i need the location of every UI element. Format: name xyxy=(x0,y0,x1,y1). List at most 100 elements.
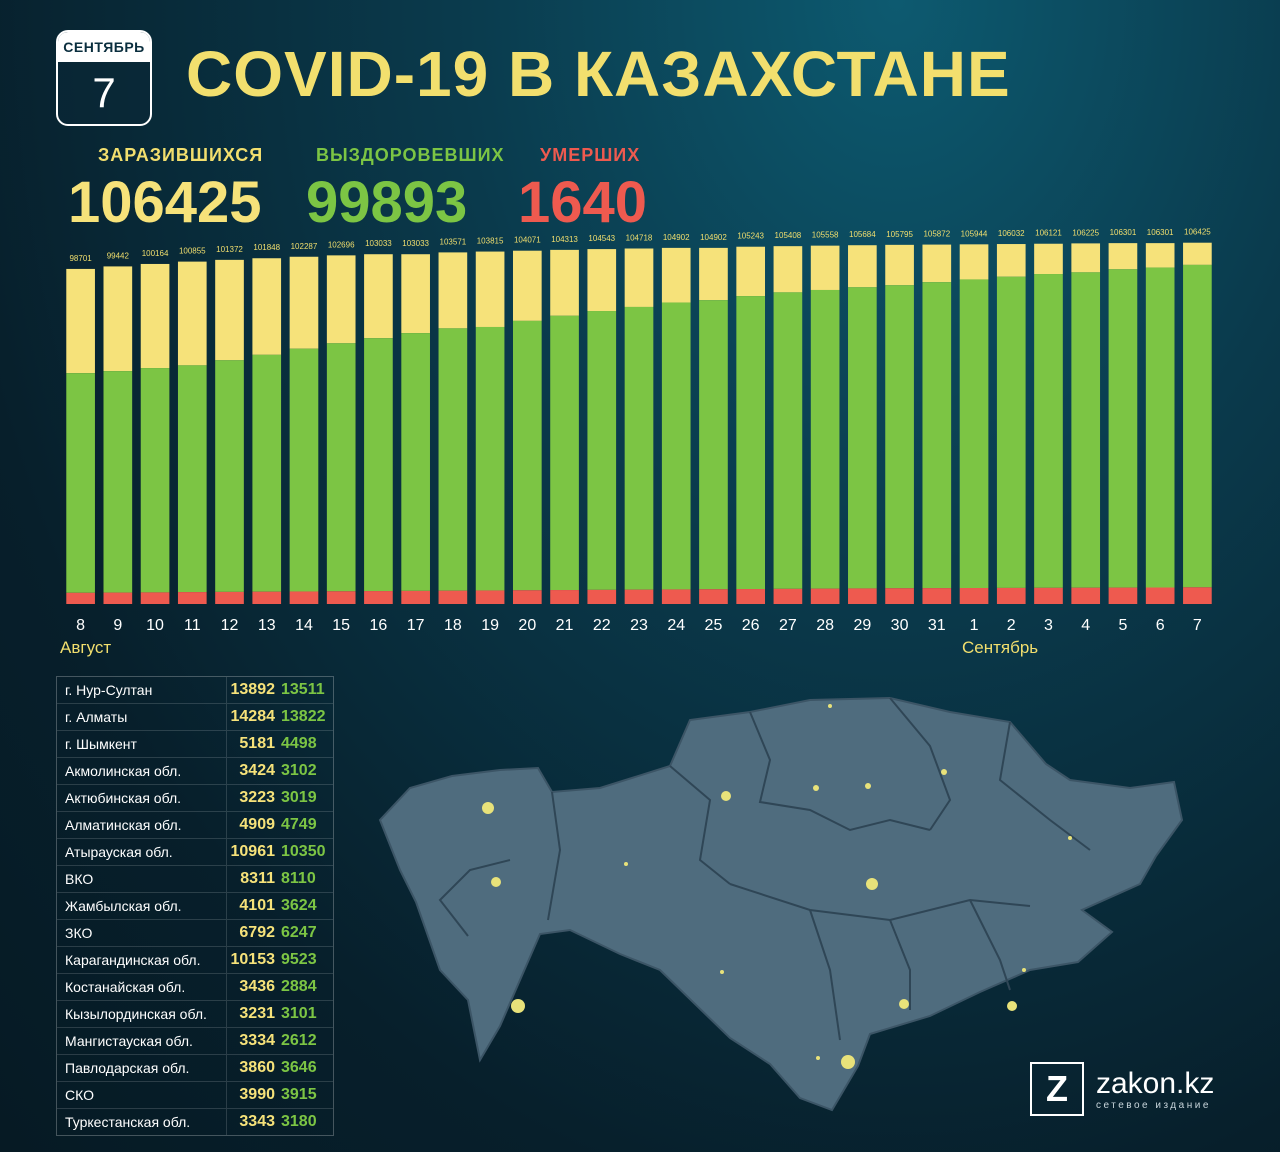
region-recovered: 3646 xyxy=(281,1059,317,1076)
bar-deaths-23 xyxy=(624,589,654,604)
region-infected: 10961 xyxy=(230,843,276,860)
bar-deaths-6 xyxy=(1145,587,1175,604)
bar-deaths-30 xyxy=(885,588,914,604)
region-name: г. Алматы xyxy=(57,704,227,730)
bar-deaths-5 xyxy=(1108,587,1138,604)
bar-recovered-24 xyxy=(661,302,691,590)
bar-recovered-2 xyxy=(996,276,1026,588)
bar-active-20 xyxy=(512,250,542,321)
bar-value-label: 104718 xyxy=(626,233,653,242)
region-name: Павлодарская обл. xyxy=(57,1055,227,1081)
kazakhstan-map xyxy=(378,696,1184,1112)
region-recovered: 8110 xyxy=(281,870,316,887)
map-dot xyxy=(899,999,909,1009)
bar-active-18 xyxy=(438,252,468,329)
bar-active-11 xyxy=(177,261,207,366)
bar-recovered-21 xyxy=(550,315,579,591)
region-recovered: 4749 xyxy=(281,816,317,833)
region-infected: 8311 xyxy=(240,870,275,887)
x-tick-label: 23 xyxy=(630,617,648,634)
page-title: COVID-19 В КАЗАХСТАНЕ xyxy=(186,38,1011,110)
bar-value-label: 102287 xyxy=(291,242,318,251)
bar-value-label: 105872 xyxy=(923,230,950,239)
table-row: Акмолинская обл. 3424 3102 xyxy=(57,758,333,785)
region-name: Костанайская обл. xyxy=(57,974,227,1000)
region-infected: 6792 xyxy=(239,924,275,941)
bar-deaths-2 xyxy=(996,587,1026,604)
table-row: Костанайская обл. 3436 2884 xyxy=(57,974,333,1001)
bar-active-5 xyxy=(1108,243,1138,270)
bar-value-label: 103571 xyxy=(440,237,467,246)
bar-deaths-31 xyxy=(922,588,952,604)
region-name: ЗКО xyxy=(57,920,227,946)
table-row: г. Нур-Султан 13892 13511 xyxy=(57,677,333,704)
region-infected: 13892 xyxy=(230,681,276,698)
bar-value-label: 106121 xyxy=(1035,229,1062,238)
map-country-outline xyxy=(378,696,1184,1112)
bar-value-label: 102696 xyxy=(328,240,355,249)
region-name: Акмолинская обл. xyxy=(57,758,227,784)
region-recovered: 3019 xyxy=(281,789,317,806)
bar-deaths-4 xyxy=(1071,587,1101,604)
region-infected: 3231 xyxy=(239,1005,275,1022)
stat-recovered: ВЫЗДОРОВЕВШИХ 99893 xyxy=(306,144,505,236)
bar-deaths-22 xyxy=(587,589,617,604)
bar-active-7 xyxy=(1183,242,1212,265)
bar-value-label: 106301 xyxy=(1110,228,1137,237)
regions-table: г. Нур-Султан 13892 13511 г. Алматы 14284 138… xyxy=(56,676,334,1136)
bar-deaths-9 xyxy=(103,592,133,604)
region-recovered: 3101 xyxy=(281,1005,317,1022)
bar-value-label: 105944 xyxy=(961,229,988,238)
region-name: Жамбылская обл. xyxy=(57,893,227,919)
bar-active-29 xyxy=(848,245,877,288)
region-infected: 3334 xyxy=(239,1032,275,1049)
x-tick-label: 11 xyxy=(184,617,201,634)
bar-deaths-15 xyxy=(326,591,356,604)
bar-recovered-10 xyxy=(140,368,170,593)
region-name: Алматинская обл. xyxy=(57,812,227,838)
bar-active-19 xyxy=(475,251,505,327)
table-row: Жамбылская обл. 4101 3624 xyxy=(57,893,333,920)
bar-recovered-5 xyxy=(1108,269,1138,588)
logo-mark: Z xyxy=(1030,1062,1084,1116)
bar-deaths-21 xyxy=(550,590,579,604)
region-recovered: 4498 xyxy=(281,735,317,752)
bar-active-23 xyxy=(624,248,654,307)
bar-deaths-3 xyxy=(1034,587,1063,604)
zakon-logo[interactable]: Z zakon.kz сетевое издание xyxy=(1030,1062,1214,1116)
bar-active-22 xyxy=(587,249,617,312)
bar-recovered-28 xyxy=(810,289,840,589)
bar-recovered-25 xyxy=(699,300,728,590)
calendar-badge: СЕНТЯБРЬ 7 xyxy=(56,30,152,126)
bar-deaths-13 xyxy=(252,591,282,604)
region-infected: 4909 xyxy=(239,816,275,833)
bar-recovered-9 xyxy=(103,371,133,593)
table-row: Туркестанская обл. 3343 3180 xyxy=(57,1109,333,1135)
bar-deaths-7 xyxy=(1183,587,1212,604)
bar-active-15 xyxy=(326,255,356,344)
bar-recovered-12 xyxy=(215,360,244,592)
region-infected: 3990 xyxy=(239,1086,275,1103)
bar-value-label: 104071 xyxy=(514,236,541,245)
bar-recovered-1 xyxy=(959,279,989,589)
x-tick-label: 24 xyxy=(667,617,685,634)
bar-deaths-28 xyxy=(810,588,840,604)
x-tick-label: 12 xyxy=(221,617,239,634)
x-tick-label: 7 xyxy=(1193,617,1202,634)
region-name: СКО xyxy=(57,1082,227,1108)
region-recovered: 3624 xyxy=(281,897,317,914)
x-tick-label: 5 xyxy=(1118,617,1127,634)
region-name: Актюбинская обл. xyxy=(57,785,227,811)
region-name: ВКО xyxy=(57,866,227,892)
region-recovered: 2884 xyxy=(281,978,317,995)
table-row: г. Шымкент 5181 4498 xyxy=(57,731,333,758)
x-tick-label: 20 xyxy=(518,617,536,634)
bar-active-8 xyxy=(66,268,95,374)
x-tick-label: 16 xyxy=(370,617,388,634)
region-recovered: 3915 xyxy=(281,1086,317,1103)
map-dot xyxy=(828,704,832,708)
map-dot xyxy=(720,970,724,974)
month-label-august: Август xyxy=(60,638,112,657)
table-row: ВКО 8311 8110 xyxy=(57,866,333,893)
bar-deaths-20 xyxy=(512,590,542,604)
